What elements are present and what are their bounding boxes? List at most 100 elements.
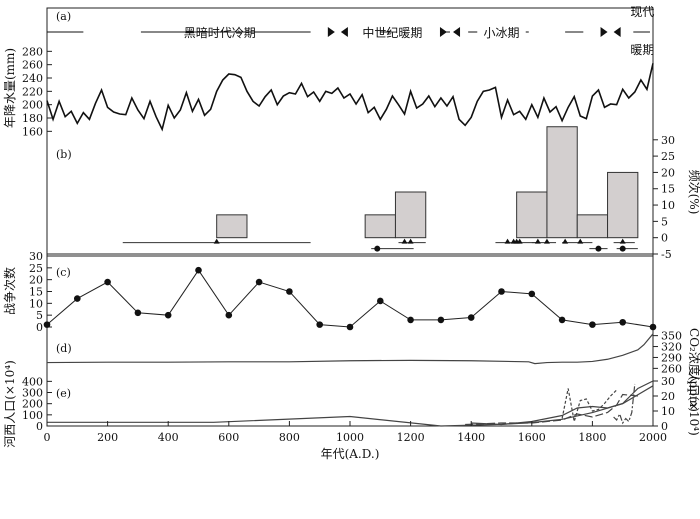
period-boundary-arrow: [613, 27, 621, 37]
record-triangle-marker: [534, 238, 541, 244]
record-triangle-marker: [407, 238, 414, 244]
a-ytick-label: 200: [22, 99, 43, 112]
population-line: [47, 385, 654, 427]
wars-point: [104, 278, 111, 286]
e-ytick-left-label: 300: [22, 387, 43, 400]
e-ylabel-right: 人口(×10⁴): [687, 372, 700, 436]
record-triangle-marker: [213, 238, 220, 244]
record-triangle-marker: [619, 238, 626, 244]
b-ylabel: 频次(%): [687, 170, 700, 215]
e-ytick-left-label: 0: [36, 420, 43, 433]
wars-point: [589, 321, 596, 328]
period-boundary-arrow: [439, 27, 447, 37]
d-ytick-label: 290: [661, 351, 682, 364]
wars-point: [255, 278, 263, 286]
a-ytick-label: 240: [22, 72, 43, 85]
frequency-bar: [394, 191, 427, 239]
frequency-bar: [516, 191, 548, 239]
a-ytick-label: 160: [22, 125, 43, 138]
record-circle-marker: [595, 245, 602, 252]
frequency-bar: [546, 126, 578, 239]
wars-point: [316, 321, 324, 328]
wars-point: [619, 318, 626, 326]
wars-point: [164, 311, 172, 319]
record-triangle-marker: [577, 238, 584, 244]
co2-line: [46, 333, 654, 365]
c-ytick-label: 5: [36, 309, 43, 322]
e-ytick-right-label: 30: [661, 375, 675, 388]
x-tick-label: 1600: [518, 431, 546, 444]
record-circle-marker: [619, 245, 626, 252]
period-boundary-arrow: [600, 27, 608, 37]
record-triangle-marker: [543, 238, 550, 244]
e-ytick-right-label: 10: [661, 405, 675, 418]
e-ylabel-left: 河西人口(×10⁴): [3, 360, 17, 448]
population-line: [613, 383, 636, 425]
a-ytick-label: 260: [22, 59, 43, 72]
wars-point: [377, 297, 384, 305]
x-tick-label: 2000: [639, 431, 667, 444]
b-ytick-label: 25: [661, 150, 675, 163]
b-ytick-label: 15: [661, 183, 675, 196]
d-ytick-label: 320: [661, 341, 682, 354]
wars-point: [498, 288, 505, 295]
precipitation-line: [46, 63, 654, 132]
b-ytick-label: 0: [661, 232, 668, 245]
x-tick-label: 0: [44, 431, 51, 444]
b-ytick-label: -5: [661, 248, 672, 261]
b-ytick-label: 5: [661, 215, 668, 228]
d-ylabel: CO₂浓度(ppm): [687, 328, 700, 412]
wars-point: [134, 309, 142, 317]
period-modern-warm-1: 现代: [630, 5, 654, 19]
a-ylabel: 年降水量(mm): [3, 48, 17, 128]
frequency-bar: [216, 214, 248, 239]
c-ytick-label: 0: [36, 321, 43, 334]
e-ytick-left-label: 100: [22, 409, 43, 422]
c-ytick-label: 20: [29, 274, 43, 287]
d-ytick-label: 350: [661, 330, 682, 343]
wars-point: [225, 311, 233, 319]
record-circle-marker: [374, 245, 381, 252]
e-ytick-left-label: 400: [22, 375, 43, 388]
population-line: [561, 388, 618, 422]
b-ytick-label: 20: [661, 166, 675, 179]
x-tick-label: 1200: [397, 431, 425, 444]
x-tick-label: 1400: [457, 431, 485, 444]
record-triangle-marker: [401, 238, 408, 244]
x-tick-label: 1000: [336, 431, 364, 444]
period-medieval-warm: 中世纪暖期: [362, 25, 422, 40]
period-boundary-arrow: [453, 27, 461, 37]
x-tick-label: 600: [218, 431, 239, 444]
e-ytick-right-label: 20: [661, 390, 675, 403]
wars-point: [407, 316, 414, 324]
b-ytick-label: 10: [661, 199, 675, 212]
frequency-bar: [364, 214, 396, 239]
c-ytick-label: 30: [29, 250, 43, 263]
frequency-bar: [607, 171, 639, 239]
frequency-bar: [576, 214, 609, 239]
a-ytick-label: 220: [22, 85, 43, 98]
c-ytick-label: 15: [29, 286, 43, 299]
d-ytick-label: 260: [661, 362, 682, 375]
panel-label: (e): [56, 387, 71, 400]
x-tick-label: 1800: [578, 431, 606, 444]
a-ytick-label: 280: [22, 45, 43, 58]
b-ytick-label: 30: [661, 134, 675, 147]
record-triangle-marker: [504, 238, 511, 244]
wars-point: [437, 316, 445, 324]
a-ytick-label: 180: [22, 112, 43, 125]
c-ytick-label: 10: [29, 297, 43, 310]
e-ytick-left-label: 200: [22, 398, 43, 411]
wars-point: [346, 323, 354, 331]
panel-label: (a): [56, 10, 71, 23]
period-modern-warm-2: 暖期: [630, 43, 654, 57]
wars-point: [43, 321, 51, 328]
wars-point: [649, 323, 657, 331]
chart-layer: (a)(b)(c)(d)(e)160180200220240260280年降水量…: [2, 5, 700, 461]
wars-point: [74, 295, 81, 302]
record-triangle-marker: [562, 238, 569, 244]
x-axis-label: 年代(A.D.): [321, 447, 380, 461]
c-ytick-label: 25: [29, 262, 43, 275]
wars-point: [286, 288, 293, 295]
